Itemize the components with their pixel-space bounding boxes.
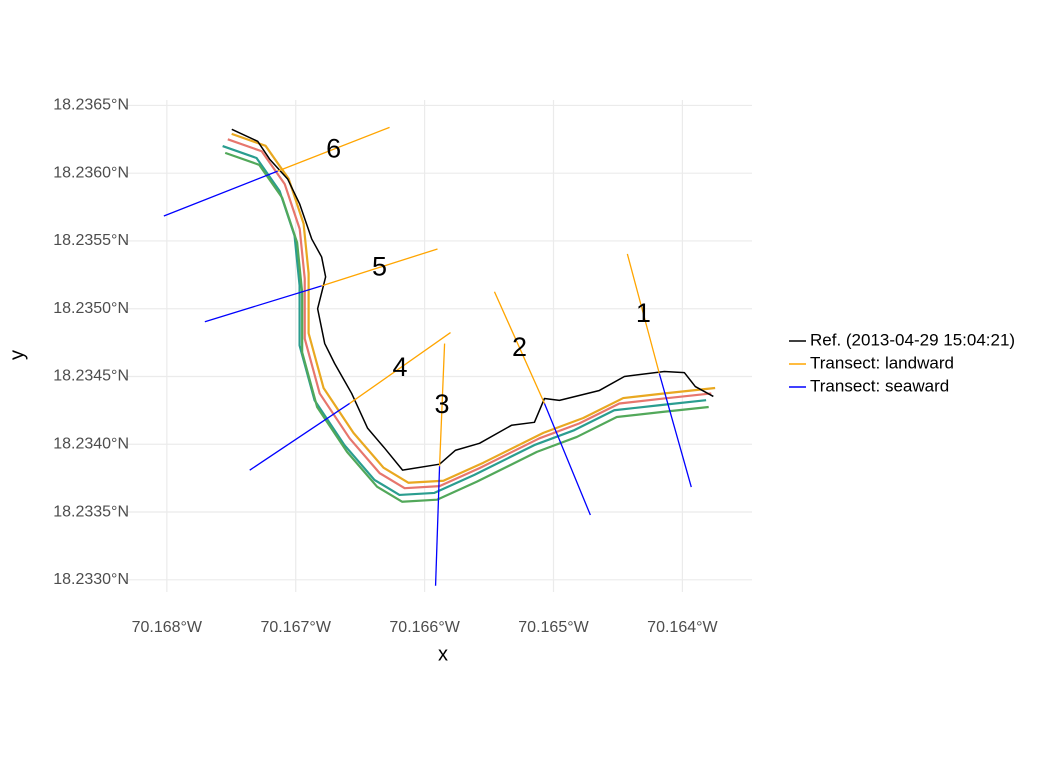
transect-label: 3 xyxy=(435,389,450,419)
y-tick-label: 18.2360°N xyxy=(53,164,129,181)
transect-seaward xyxy=(249,402,350,471)
y-tick-label: 18.2355°N xyxy=(53,232,129,249)
y-tick-label: 18.2350°N xyxy=(53,300,129,317)
transect-landward xyxy=(626,253,660,374)
transect-landward xyxy=(493,291,546,404)
shoreline xyxy=(231,132,716,484)
legend-label: Transect: landward xyxy=(810,353,954,372)
y-tick-label: 18.2335°N xyxy=(53,503,129,520)
transect-label: 1 xyxy=(636,298,651,328)
x-tick-label: 70.168°W xyxy=(132,619,203,636)
y-tick-label: 18.2330°N xyxy=(53,571,129,588)
y-tick-label: 18.2345°N xyxy=(53,368,129,385)
transect-seaward xyxy=(434,466,441,586)
x-tick-label: 70.166°W xyxy=(389,619,460,636)
transect-label: 4 xyxy=(393,352,408,382)
shoreline xyxy=(224,151,709,503)
transect-seaward xyxy=(163,170,278,217)
transect-label: 6 xyxy=(326,133,341,163)
transect-landward xyxy=(438,343,446,467)
reference-shoreline xyxy=(231,128,714,471)
x-tick-label: 70.165°W xyxy=(518,619,589,636)
shoreline xyxy=(227,138,712,490)
transect-seaward xyxy=(204,285,322,323)
y-tick-label: 18.2340°N xyxy=(53,435,129,452)
transect-landward xyxy=(277,126,390,172)
transect-landward xyxy=(349,332,451,404)
transect-seaward xyxy=(543,403,591,516)
transect-landward xyxy=(321,248,438,287)
x-tick-label: 70.167°W xyxy=(260,619,331,636)
transect-label: 2 xyxy=(512,332,527,362)
legend: Ref. (2013-04-29 15:04:21) Transect: land… xyxy=(789,330,1015,395)
legend-label: Transect: seaward xyxy=(810,376,949,395)
transect-label: 5 xyxy=(372,252,387,282)
x-axis-title: x xyxy=(438,643,448,665)
transect-seaward xyxy=(658,373,692,488)
legend-label: Ref. (2013-04-29 15:04:21) xyxy=(810,330,1015,349)
y-tick-label: 18.2365°N xyxy=(53,97,129,114)
y-axis-title: y xyxy=(6,350,28,360)
x-tick-label: 70.164°W xyxy=(647,619,718,636)
